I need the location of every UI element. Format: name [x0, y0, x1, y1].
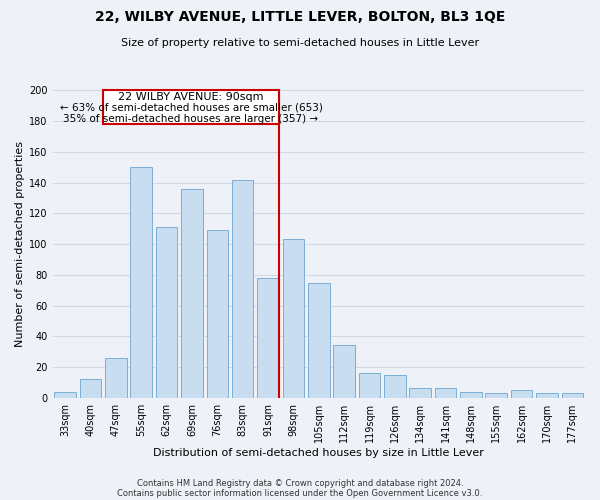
- Text: 22, WILBY AVENUE, LITTLE LEVER, BOLTON, BL3 1QE: 22, WILBY AVENUE, LITTLE LEVER, BOLTON, …: [95, 10, 505, 24]
- Bar: [359, 373, 380, 398]
- X-axis label: Distribution of semi-detached houses by size in Little Lever: Distribution of semi-detached houses by …: [154, 448, 484, 458]
- Bar: [334, 346, 355, 398]
- Bar: [206, 230, 228, 398]
- Text: ← 63% of semi-detached houses are smaller (653): ← 63% of semi-detached houses are smalle…: [59, 103, 322, 113]
- Text: Size of property relative to semi-detached houses in Little Lever: Size of property relative to semi-detach…: [121, 38, 479, 48]
- Bar: [80, 380, 101, 398]
- Bar: [232, 180, 253, 398]
- Bar: [181, 189, 203, 398]
- Bar: [511, 390, 532, 398]
- Bar: [156, 227, 178, 398]
- Bar: [384, 374, 406, 398]
- Bar: [409, 388, 431, 398]
- Bar: [308, 282, 329, 398]
- Bar: [283, 240, 304, 398]
- Y-axis label: Number of semi-detached properties: Number of semi-detached properties: [15, 141, 25, 347]
- Bar: [562, 393, 583, 398]
- Bar: [435, 388, 457, 398]
- Text: Contains HM Land Registry data © Crown copyright and database right 2024.: Contains HM Land Registry data © Crown c…: [137, 478, 463, 488]
- Bar: [55, 392, 76, 398]
- Bar: [105, 358, 127, 398]
- Bar: [130, 168, 152, 398]
- Bar: [536, 393, 558, 398]
- Bar: [257, 278, 279, 398]
- Bar: [485, 393, 507, 398]
- Text: 22 WILBY AVENUE: 90sqm: 22 WILBY AVENUE: 90sqm: [118, 92, 264, 102]
- Bar: [460, 392, 482, 398]
- Text: Contains public sector information licensed under the Open Government Licence v3: Contains public sector information licen…: [118, 488, 482, 498]
- Text: 35% of semi-detached houses are larger (357) →: 35% of semi-detached houses are larger (…: [64, 114, 319, 124]
- FancyBboxPatch shape: [103, 90, 279, 124]
